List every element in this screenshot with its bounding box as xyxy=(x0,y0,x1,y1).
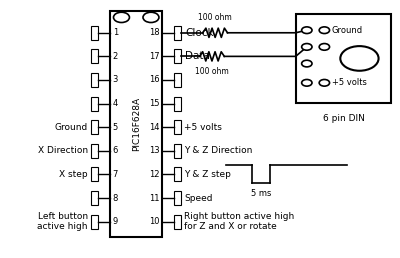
Text: 13: 13 xyxy=(149,146,160,155)
Text: Right button active high
for Z and X or rotate: Right button active high for Z and X or … xyxy=(184,212,295,231)
Circle shape xyxy=(302,60,312,67)
Text: 15: 15 xyxy=(149,99,160,108)
Text: Ground: Ground xyxy=(332,26,363,35)
Bar xyxy=(91,26,98,40)
Text: 6 pin DIN: 6 pin DIN xyxy=(322,114,364,123)
Bar xyxy=(174,215,181,229)
Circle shape xyxy=(319,27,330,34)
Circle shape xyxy=(319,79,330,86)
Text: Speed: Speed xyxy=(184,194,213,203)
Bar xyxy=(174,167,181,181)
Bar xyxy=(91,144,98,158)
Text: 16: 16 xyxy=(149,76,160,84)
Bar xyxy=(91,215,98,229)
Bar xyxy=(91,120,98,134)
Text: Ground: Ground xyxy=(55,123,88,132)
Text: PIC16F628A: PIC16F628A xyxy=(132,97,141,151)
Bar xyxy=(91,167,98,181)
Bar xyxy=(174,120,181,134)
Text: X Direction: X Direction xyxy=(38,146,88,155)
Text: 12: 12 xyxy=(149,170,160,179)
Circle shape xyxy=(319,44,330,50)
Text: 100 ohm: 100 ohm xyxy=(195,67,229,76)
Text: 9: 9 xyxy=(113,217,118,226)
Bar xyxy=(174,49,181,63)
Text: 4: 4 xyxy=(113,99,118,108)
Bar xyxy=(174,191,181,205)
Circle shape xyxy=(302,27,312,34)
Bar xyxy=(110,11,162,237)
Text: 1: 1 xyxy=(113,28,118,37)
Circle shape xyxy=(143,12,159,22)
Text: 14: 14 xyxy=(149,123,160,132)
Text: 3: 3 xyxy=(113,76,118,84)
Text: 7: 7 xyxy=(113,170,118,179)
Text: Y & Z step: Y & Z step xyxy=(184,170,231,179)
Circle shape xyxy=(114,12,130,22)
Text: Data: Data xyxy=(185,51,210,61)
Text: X step: X step xyxy=(59,170,88,179)
Circle shape xyxy=(302,44,312,50)
Bar xyxy=(174,73,181,87)
Bar xyxy=(174,144,181,158)
Text: 5: 5 xyxy=(113,123,118,132)
Text: 5 ms: 5 ms xyxy=(251,189,271,198)
Text: Clock: Clock xyxy=(185,28,214,38)
Text: 100 ohm: 100 ohm xyxy=(198,13,232,22)
Circle shape xyxy=(302,79,312,86)
Text: 17: 17 xyxy=(149,52,160,61)
Text: 18: 18 xyxy=(149,28,160,37)
Bar xyxy=(91,96,98,111)
Bar xyxy=(296,13,391,103)
Text: 6: 6 xyxy=(113,146,118,155)
Bar xyxy=(91,49,98,63)
Circle shape xyxy=(340,46,378,71)
Text: +5 volts: +5 volts xyxy=(332,78,366,87)
Text: 8: 8 xyxy=(113,194,118,203)
Text: 2: 2 xyxy=(113,52,118,61)
Text: +5 volts: +5 volts xyxy=(184,123,222,132)
Bar xyxy=(91,73,98,87)
Text: 10: 10 xyxy=(149,217,160,226)
Text: 11: 11 xyxy=(149,194,160,203)
Text: Y & Z Direction: Y & Z Direction xyxy=(184,146,253,155)
Bar xyxy=(174,96,181,111)
Bar xyxy=(174,26,181,40)
Text: Left button
active high: Left button active high xyxy=(38,212,88,231)
Bar xyxy=(91,191,98,205)
